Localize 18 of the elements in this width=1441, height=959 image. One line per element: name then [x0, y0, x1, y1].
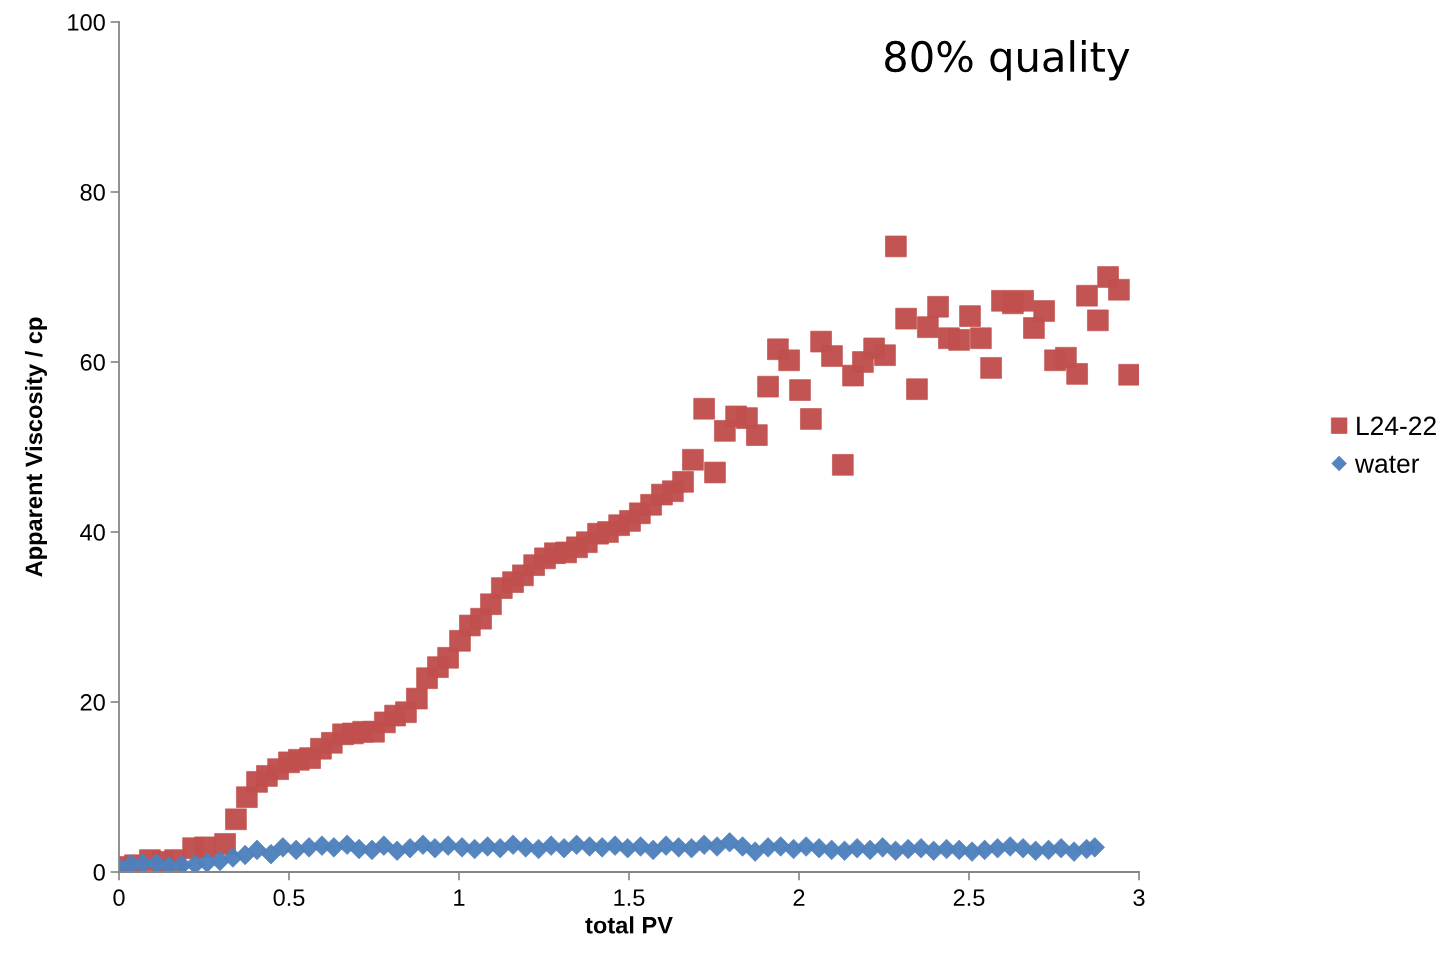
legend-label: L24-22 — [1357, 416, 1436, 435]
x-axis-title: total PV — [585, 916, 673, 934]
y-tick-label: 40 — [80, 524, 105, 541]
chart-title: 80% quality — [885, 40, 1130, 81]
y-tick-label: 100 — [68, 14, 105, 31]
x-tick-label: 0.5 — [273, 889, 305, 907]
y-tick-label: 0 — [93, 864, 105, 881]
y-tick-label: 60 — [80, 354, 105, 371]
x-tick-label: 0 — [113, 889, 125, 907]
y-tick-label: 80 — [80, 184, 105, 201]
x-tick-label: 1.5 — [614, 889, 645, 907]
x-tick-label: 2 — [793, 889, 805, 906]
y-tick-label: 20 — [80, 694, 105, 711]
x-tick-label: 3 — [1133, 889, 1145, 907]
x-tick-label: 1 — [454, 889, 465, 906]
x-tick-label: 2.5 — [953, 889, 985, 907]
legend-label: water — [1354, 455, 1420, 473]
y-axis-title: Apparent Viscosity / cp — [24, 317, 47, 577]
